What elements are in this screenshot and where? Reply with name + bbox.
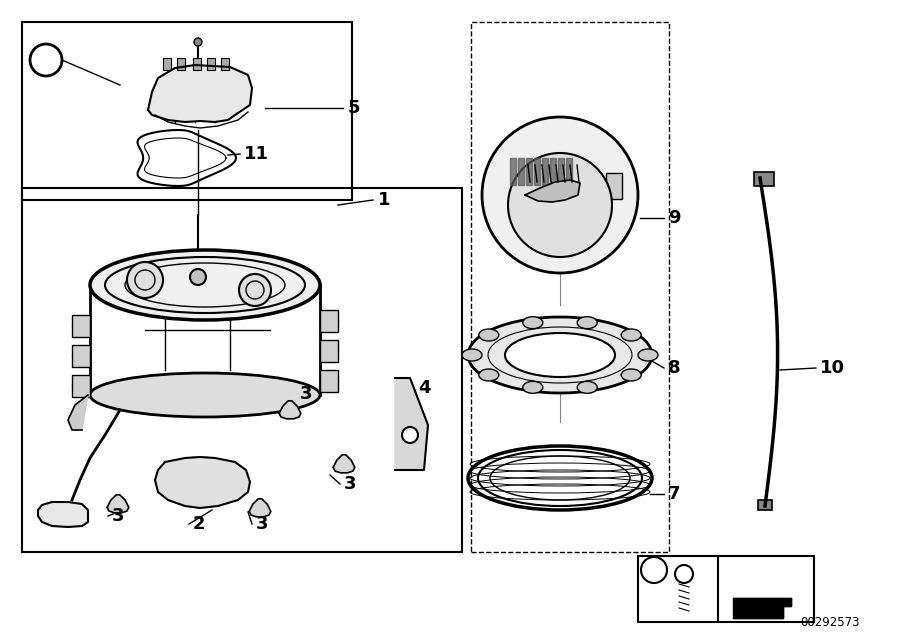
Text: 6: 6 bbox=[40, 53, 51, 67]
Polygon shape bbox=[249, 499, 271, 517]
Bar bbox=[320, 370, 338, 392]
Ellipse shape bbox=[621, 369, 641, 381]
Bar bbox=[606, 173, 622, 199]
Polygon shape bbox=[395, 378, 428, 470]
Ellipse shape bbox=[523, 382, 543, 393]
Ellipse shape bbox=[479, 329, 499, 341]
Text: 3: 3 bbox=[344, 475, 356, 493]
Circle shape bbox=[675, 565, 693, 583]
Text: 5: 5 bbox=[348, 99, 361, 117]
Polygon shape bbox=[333, 455, 355, 473]
Bar bbox=[754, 172, 774, 186]
Bar bbox=[221, 58, 229, 70]
Text: 3: 3 bbox=[112, 507, 124, 525]
Polygon shape bbox=[68, 395, 88, 430]
Bar bbox=[207, 58, 215, 70]
Polygon shape bbox=[107, 495, 129, 513]
Bar bbox=[22, 188, 462, 552]
Text: 10: 10 bbox=[820, 359, 845, 377]
Text: 8: 8 bbox=[668, 359, 680, 377]
Circle shape bbox=[239, 274, 271, 306]
Polygon shape bbox=[526, 158, 532, 185]
Polygon shape bbox=[534, 158, 540, 185]
Bar bbox=[638, 556, 814, 622]
Text: 3: 3 bbox=[256, 515, 268, 533]
Bar bbox=[320, 340, 338, 362]
Circle shape bbox=[482, 117, 638, 273]
Circle shape bbox=[127, 262, 163, 298]
Circle shape bbox=[190, 269, 206, 285]
Ellipse shape bbox=[90, 250, 320, 320]
Polygon shape bbox=[566, 158, 572, 185]
Bar bbox=[72, 315, 90, 337]
Polygon shape bbox=[279, 401, 301, 418]
Bar bbox=[471, 22, 669, 552]
Bar bbox=[72, 345, 90, 367]
Ellipse shape bbox=[638, 349, 658, 361]
Polygon shape bbox=[525, 180, 580, 202]
Polygon shape bbox=[518, 158, 524, 185]
Circle shape bbox=[402, 427, 418, 443]
Polygon shape bbox=[733, 598, 791, 618]
Text: 00292573: 00292573 bbox=[800, 616, 860, 628]
Bar bbox=[72, 375, 90, 397]
Bar bbox=[758, 500, 772, 510]
Polygon shape bbox=[550, 158, 556, 185]
Circle shape bbox=[30, 44, 62, 76]
Bar bbox=[605, 172, 623, 200]
Bar bbox=[163, 58, 171, 70]
Ellipse shape bbox=[462, 349, 482, 361]
Polygon shape bbox=[155, 457, 250, 508]
Circle shape bbox=[508, 153, 612, 257]
Bar bbox=[193, 58, 201, 70]
Circle shape bbox=[194, 38, 202, 46]
Text: 9: 9 bbox=[668, 209, 680, 227]
Ellipse shape bbox=[90, 373, 320, 417]
Ellipse shape bbox=[577, 317, 598, 329]
Bar bbox=[177, 58, 185, 70]
Polygon shape bbox=[510, 158, 516, 185]
Text: 4: 4 bbox=[418, 379, 430, 397]
Ellipse shape bbox=[523, 317, 543, 329]
Ellipse shape bbox=[505, 333, 615, 377]
Circle shape bbox=[641, 557, 667, 583]
Ellipse shape bbox=[621, 329, 641, 341]
Polygon shape bbox=[38, 502, 88, 527]
Text: 2: 2 bbox=[193, 515, 205, 533]
Text: 6: 6 bbox=[650, 562, 661, 577]
Text: 6: 6 bbox=[649, 563, 659, 577]
Ellipse shape bbox=[577, 382, 598, 393]
Bar bbox=[320, 310, 338, 332]
Ellipse shape bbox=[479, 369, 499, 381]
Text: 3: 3 bbox=[300, 385, 312, 403]
Polygon shape bbox=[542, 158, 548, 185]
Text: 11: 11 bbox=[244, 145, 269, 163]
Ellipse shape bbox=[468, 317, 652, 393]
Polygon shape bbox=[558, 158, 564, 185]
Text: 7: 7 bbox=[668, 485, 680, 503]
Bar bbox=[22, 22, 352, 200]
Polygon shape bbox=[148, 65, 252, 122]
Text: 1: 1 bbox=[378, 191, 391, 209]
